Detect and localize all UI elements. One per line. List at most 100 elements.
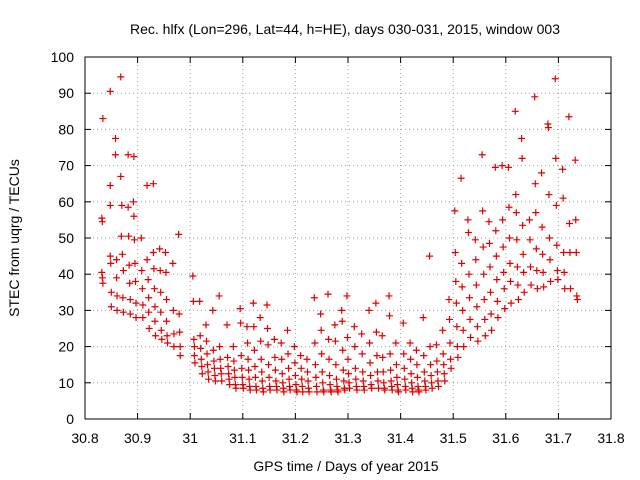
- data-point: [325, 355, 333, 363]
- data-point: [312, 373, 320, 381]
- data-point: [458, 283, 466, 291]
- data-point: [480, 296, 488, 304]
- data-point: [533, 267, 541, 275]
- data-point: [176, 328, 184, 336]
- data-point: [203, 350, 211, 358]
- data-point: [378, 332, 386, 340]
- data-point: [334, 388, 342, 396]
- data-point: [170, 330, 178, 338]
- data-point: [130, 236, 138, 244]
- y-tick-label: 10: [58, 375, 74, 391]
- data-point: [325, 335, 333, 343]
- data-point: [145, 308, 153, 316]
- data-point: [343, 292, 351, 300]
- data-point: [138, 267, 146, 275]
- data-point: [358, 350, 366, 358]
- data-point: [392, 361, 400, 369]
- data-point: [386, 350, 394, 358]
- data-point: [216, 355, 224, 363]
- data-point: [387, 366, 395, 374]
- y-tick-label: 100: [51, 49, 75, 65]
- data-point: [338, 317, 346, 325]
- data-point: [413, 373, 421, 381]
- data-point: [346, 384, 354, 392]
- data-point: [126, 296, 134, 304]
- data-point: [339, 346, 347, 354]
- data-point: [277, 339, 285, 347]
- data-point: [113, 292, 121, 300]
- data-point: [209, 306, 217, 314]
- data-point: [439, 350, 447, 358]
- data-point: [407, 370, 415, 378]
- data-point: [514, 281, 522, 289]
- data-point: [175, 230, 183, 238]
- data-point: [341, 386, 349, 394]
- data-point: [163, 332, 171, 340]
- data-point: [236, 305, 244, 313]
- data-point: [271, 353, 279, 361]
- data-point: [145, 294, 153, 302]
- data-point: [459, 306, 467, 314]
- data-point: [506, 259, 514, 267]
- data-point: [198, 363, 206, 371]
- data-point: [157, 326, 165, 334]
- data-point: [379, 353, 387, 361]
- x-tick-label: 31.7: [545, 430, 572, 446]
- data-point: [539, 268, 547, 276]
- data-point: [151, 303, 159, 311]
- data-point: [125, 261, 133, 269]
- data-point: [453, 343, 461, 351]
- data-point: [406, 339, 414, 347]
- data-point: [518, 154, 526, 162]
- x-tick-label: 31.1: [229, 430, 256, 446]
- y-tick-labels: 0 10 20 30 40 50 60 70 80 90 100: [51, 49, 75, 427]
- data-point: [393, 373, 401, 381]
- data-point: [145, 325, 153, 332]
- x-tick-label: 31.3: [334, 430, 361, 446]
- data-point: [350, 323, 358, 331]
- data-point: [143, 182, 151, 190]
- data-point: [540, 283, 548, 291]
- data-point: [138, 285, 146, 293]
- data-point: [368, 384, 376, 392]
- data-point: [457, 174, 465, 182]
- data-point: [358, 330, 366, 338]
- data-point: [533, 285, 541, 293]
- data-point: [304, 377, 312, 385]
- data-point: [402, 386, 410, 394]
- data-point: [353, 386, 361, 394]
- x-axis-title: GPS time / Days of year 2015: [253, 458, 438, 474]
- data-point: [551, 75, 559, 83]
- data-point: [203, 337, 211, 345]
- data-point: [259, 388, 267, 396]
- data-point: [151, 332, 159, 340]
- data-point: [129, 198, 137, 206]
- data-point: [161, 248, 169, 256]
- data-point: [157, 308, 165, 316]
- data-point: [303, 368, 311, 376]
- data-point: [310, 294, 318, 302]
- data-point: [420, 368, 428, 376]
- data-point: [440, 361, 448, 369]
- data-point: [197, 344, 205, 352]
- x-tick-label: 31.6: [492, 430, 519, 446]
- data-point: [360, 386, 368, 394]
- data-point: [538, 223, 546, 231]
- data-point: [514, 296, 522, 304]
- data-point: [176, 352, 184, 360]
- data-point: [317, 310, 325, 318]
- data-point: [344, 355, 352, 363]
- data-point: [265, 361, 273, 369]
- data-point: [401, 375, 409, 383]
- data-point: [305, 388, 313, 396]
- data-point: [366, 339, 374, 347]
- data-point: [428, 384, 436, 392]
- data-point: [198, 370, 206, 378]
- data-point: [256, 314, 264, 322]
- data-point: [231, 373, 239, 381]
- data-point: [298, 375, 306, 383]
- data-point: [258, 368, 266, 376]
- data-point: [244, 339, 252, 347]
- y-tick-label: 60: [58, 194, 74, 210]
